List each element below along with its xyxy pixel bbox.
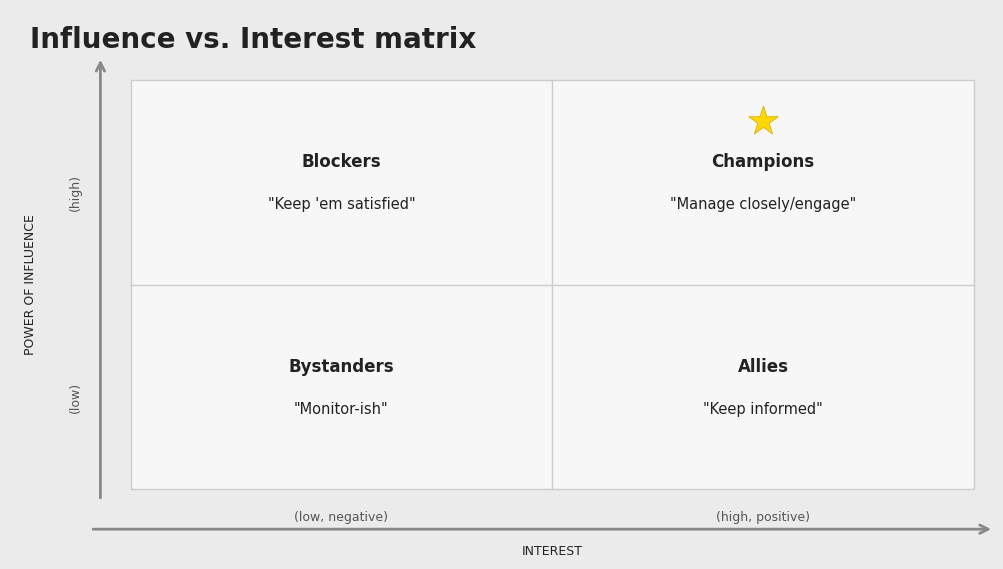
Text: Bystanders: Bystanders xyxy=(288,358,394,376)
Text: POWER OF INFLUENCE: POWER OF INFLUENCE xyxy=(24,214,36,355)
Text: "Keep informed": "Keep informed" xyxy=(702,402,822,417)
Text: Influence vs. Interest matrix: Influence vs. Interest matrix xyxy=(30,26,475,54)
Text: "Monitor-ish": "Monitor-ish" xyxy=(294,402,388,417)
Point xyxy=(754,116,770,125)
Text: (low, negative): (low, negative) xyxy=(294,512,388,524)
Text: INTEREST: INTEREST xyxy=(522,545,582,558)
Text: (high, positive): (high, positive) xyxy=(715,512,809,524)
Text: Champions: Champions xyxy=(711,153,813,171)
Text: (high): (high) xyxy=(69,174,81,211)
Text: Blockers: Blockers xyxy=(301,153,381,171)
Bar xyxy=(130,80,973,489)
Text: (low): (low) xyxy=(69,382,81,413)
Text: "Manage closely/engage": "Manage closely/engage" xyxy=(669,197,856,212)
Text: "Keep 'em satisfied": "Keep 'em satisfied" xyxy=(267,197,415,212)
Text: Allies: Allies xyxy=(737,358,787,376)
